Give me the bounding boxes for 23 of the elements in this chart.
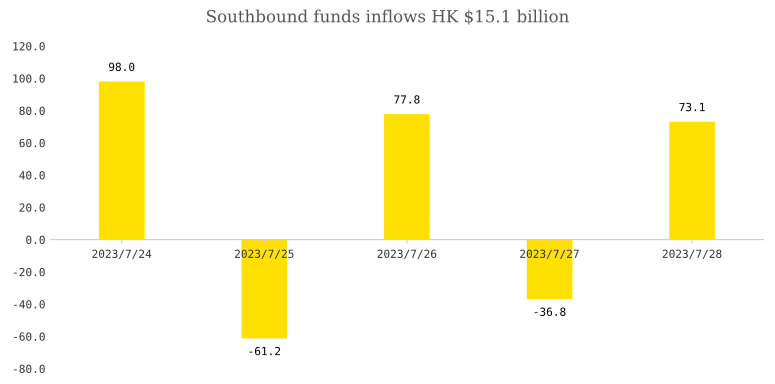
bar — [98, 82, 144, 240]
data-label: 73.1 — [679, 102, 705, 112]
y-tick-label: 100.0 — [13, 74, 45, 83]
data-label: -36.8 — [534, 308, 566, 316]
data-label: -61.2 — [249, 346, 280, 356]
bar — [384, 114, 430, 240]
y-tick-label: -40.0 — [14, 300, 45, 309]
y-tick-label: 40.0 — [19, 171, 45, 180]
x-tick-label: 2023/7/24 — [92, 250, 152, 259]
y-tick-label: -20.0 — [14, 268, 45, 276]
y-tick-label: 0.0 — [26, 236, 45, 244]
y-tick-label: 60.0 — [19, 138, 45, 148]
y-tick-label: 120.0 — [13, 42, 45, 50]
chart-title: Southbound funds inflows HK $15.1 billion — [207, 10, 569, 25]
data-label: 98.0 — [108, 62, 134, 72]
y-tick-label: 80.0 — [19, 106, 45, 115]
data-label: 77.8 — [394, 95, 420, 104]
y-tick-label: 20.0 — [20, 203, 45, 212]
y-tick-label: -60.0 — [14, 332, 45, 341]
x-tick-label: 2023/7/26 — [378, 250, 436, 259]
bar — [669, 122, 715, 240]
x-tick-label: 2023/7/28 — [662, 250, 722, 259]
y-tick-label: -80.0 — [14, 364, 45, 374]
